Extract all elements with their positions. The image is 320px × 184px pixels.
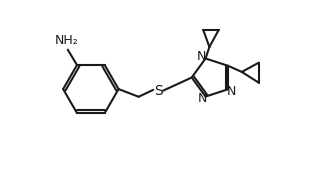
Text: N: N xyxy=(198,92,207,105)
Text: N: N xyxy=(226,85,236,98)
Text: S: S xyxy=(154,84,163,98)
Text: N: N xyxy=(197,50,206,63)
Text: NH₂: NH₂ xyxy=(55,34,79,47)
